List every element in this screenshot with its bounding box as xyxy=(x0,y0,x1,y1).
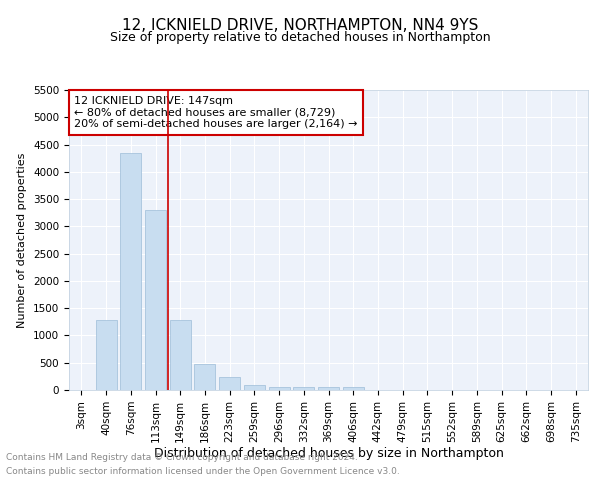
Bar xyxy=(318,388,339,390)
Text: Contains public sector information licensed under the Open Government Licence v3: Contains public sector information licen… xyxy=(6,468,400,476)
Text: Size of property relative to detached houses in Northampton: Size of property relative to detached ho… xyxy=(110,31,490,44)
Bar xyxy=(219,378,240,390)
Bar xyxy=(293,388,314,390)
Text: 12, ICKNIELD DRIVE, NORTHAMPTON, NN4 9YS: 12, ICKNIELD DRIVE, NORTHAMPTON, NN4 9YS xyxy=(122,18,478,32)
Bar xyxy=(120,152,141,390)
Bar xyxy=(343,388,364,390)
Y-axis label: Number of detached properties: Number of detached properties xyxy=(17,152,28,328)
Bar xyxy=(244,384,265,390)
Bar xyxy=(95,320,116,390)
Bar xyxy=(269,386,290,390)
X-axis label: Distribution of detached houses by size in Northampton: Distribution of detached houses by size … xyxy=(154,448,503,460)
Text: Contains HM Land Registry data © Crown copyright and database right 2024.: Contains HM Land Registry data © Crown c… xyxy=(6,452,358,462)
Bar xyxy=(145,210,166,390)
Bar xyxy=(194,364,215,390)
Bar xyxy=(170,320,191,390)
Text: 12 ICKNIELD DRIVE: 147sqm
← 80% of detached houses are smaller (8,729)
20% of se: 12 ICKNIELD DRIVE: 147sqm ← 80% of detac… xyxy=(74,96,358,129)
